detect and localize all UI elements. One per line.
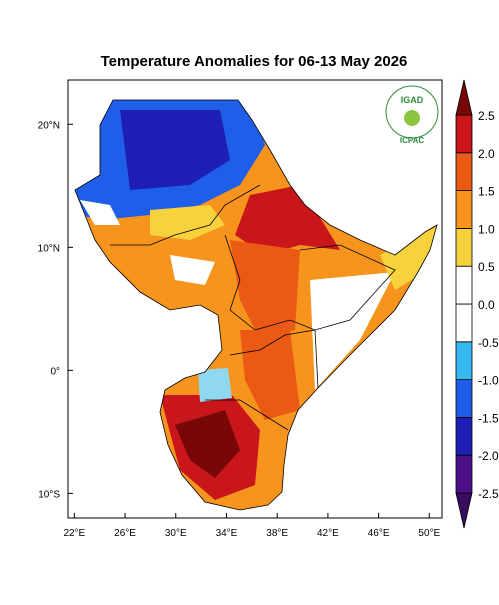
x-tick-label: 42°E <box>317 528 339 539</box>
colorbar-label: 2.0 <box>478 147 495 161</box>
anomaly-area <box>80 200 120 225</box>
anomaly-area <box>150 205 225 240</box>
anomaly-area <box>170 255 215 285</box>
border <box>224 234 256 331</box>
anomaly-area <box>310 272 395 390</box>
logo-top: IGAD <box>401 95 424 105</box>
x-tick-label: 50°E <box>418 528 440 539</box>
border <box>205 399 289 431</box>
region-outline <box>74 99 438 511</box>
colorbar-label: -2.5 <box>478 487 499 501</box>
colorbar: -2.5 -2.0 -1.5 -1.0 -0.5 0.0 0.5 1.0 1.5 2.0 2.5 <box>455 79 499 529</box>
colorbar-label: -1.5 <box>478 411 499 425</box>
colorbar-label: 0.5 <box>478 260 495 274</box>
colorbar-bin <box>455 454 473 494</box>
colorbar-bin <box>455 379 473 418</box>
colorbar-extend <box>455 492 473 529</box>
x-tick-label: 22°E <box>63 528 85 539</box>
colorbar-extend <box>455 79 473 116</box>
anomaly-area <box>120 110 230 190</box>
colorbar-label: -1.0 <box>478 374 499 388</box>
border <box>110 184 261 246</box>
logo: IGAD ICPAC <box>385 85 439 145</box>
colorbar-bin <box>455 341 473 380</box>
borders <box>74 99 438 511</box>
anomaly-area <box>240 330 300 420</box>
colorbar-label: 1.0 <box>478 222 495 236</box>
colorbar-label: 1.5 <box>478 185 495 199</box>
logo-bottom: ICPAC <box>400 136 425 145</box>
border <box>229 329 319 389</box>
logo-emblem <box>404 110 420 126</box>
y-tick-label: 0° <box>50 366 60 377</box>
axes: 22°E 26°E 30°E 34°E 38°E 42°E 46°E 50°E 20°N 10°N… <box>38 120 441 539</box>
colorbar-bin <box>455 227 473 267</box>
colorbar-label: -2.0 <box>478 449 499 463</box>
anomaly-area <box>230 240 300 340</box>
anomaly-area <box>380 225 437 290</box>
colorbar-bin <box>455 190 473 229</box>
lake-victoria <box>198 368 232 402</box>
colorbar-bin <box>455 152 473 192</box>
anomaly-area <box>235 185 340 255</box>
colorbar-bin <box>455 265 473 305</box>
x-tick-label: 46°E <box>368 528 390 539</box>
colorbar-label: 0.0 <box>478 298 495 312</box>
x-tick-label: 30°E <box>165 528 187 539</box>
y-tick-label: 20°N <box>38 120 60 131</box>
colorbar-bin <box>455 303 473 343</box>
colorbar-label: -0.5 <box>478 336 499 350</box>
colorbar-bin <box>455 416 473 456</box>
x-tick-label: 26°E <box>114 528 136 539</box>
colorbar-bin <box>455 114 473 154</box>
y-tick-label: 10°N <box>38 243 60 254</box>
colorbar-label: 2.5 <box>478 109 495 123</box>
y-tick-label: 10°S <box>38 489 60 500</box>
border <box>254 244 396 331</box>
anomaly-area <box>175 410 240 478</box>
x-tick-label: 34°E <box>216 528 238 539</box>
x-tick-label: 38°E <box>266 528 288 539</box>
chart-title: Temperature Anomalies for 06-13 May 2026 <box>101 53 408 70</box>
